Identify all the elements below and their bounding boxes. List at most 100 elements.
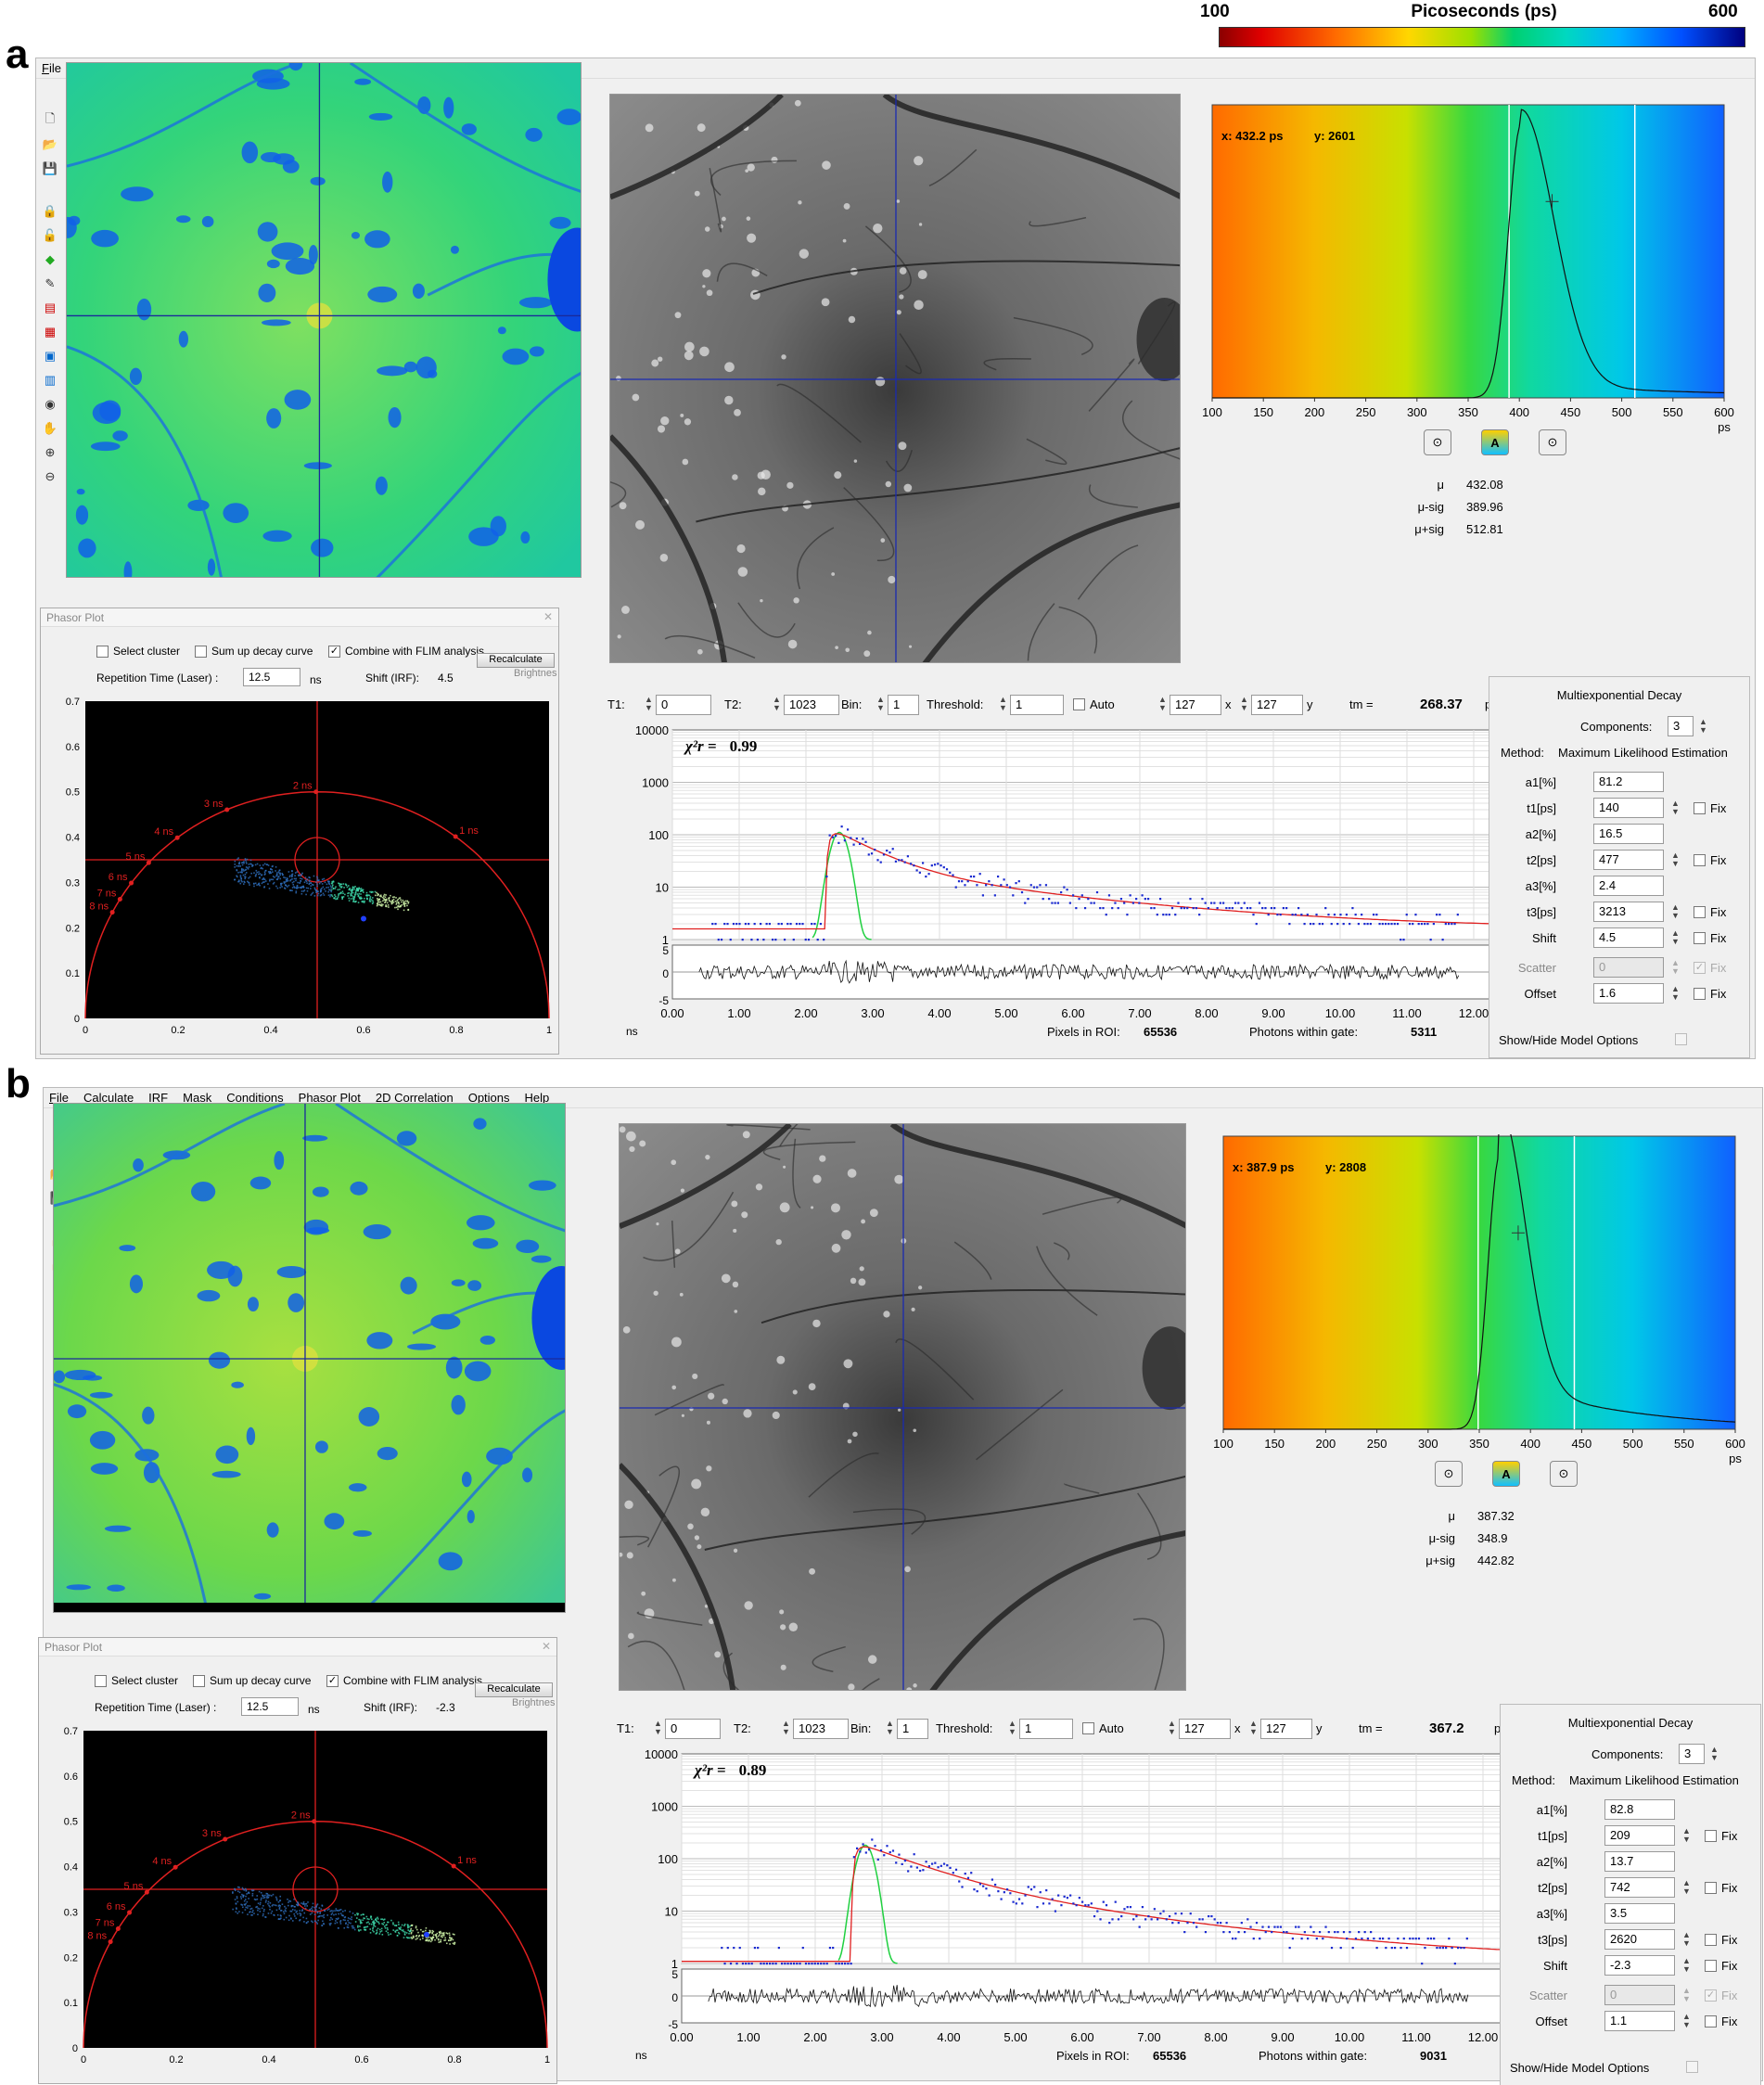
param-a2-input[interactable]: 16.5 bbox=[1593, 824, 1664, 844]
param-spinner[interactable]: ▲ ▼ bbox=[1682, 1878, 1691, 1896]
param-scatter-input[interactable]: 0 bbox=[1593, 957, 1664, 978]
fix-checkbox[interactable] bbox=[1705, 1960, 1717, 1972]
repetition-time-input[interactable]: 12.5 bbox=[243, 668, 300, 686]
param-a3-input[interactable]: 2.4 bbox=[1593, 876, 1664, 896]
param-spinner[interactable]: ▲ ▼ bbox=[1671, 984, 1680, 1002]
lifetime-histogram[interactable]: 100 150 200 250 300 350 400 450 500 550 600 ps x: 38… bbox=[1208, 1104, 1746, 1505]
threshold-input[interactable]: 1 bbox=[1019, 1719, 1073, 1739]
fix-checkbox[interactable] bbox=[1694, 988, 1706, 1000]
sum-decay-curve-checkbox[interactable] bbox=[193, 1675, 205, 1687]
menu-irf[interactable]: IRF bbox=[148, 1091, 169, 1105]
flim-lifetime-map[interactable] bbox=[53, 1103, 566, 1613]
fix-checkbox[interactable] bbox=[1694, 802, 1706, 814]
decay-curve-plot[interactable]: 10000 1000 100 10 1 5 0 -5 0.00 1.00 2.00 3.00 4.00 5… bbox=[607, 723, 1516, 1055]
combine-flim-checkbox[interactable]: ✓ bbox=[326, 1675, 339, 1687]
repetition-time-input[interactable]: 12.5 bbox=[241, 1697, 299, 1716]
pin-icon[interactable]: ✎ bbox=[45, 276, 56, 290]
param-a3-input[interactable]: 3.5 bbox=[1604, 1903, 1675, 1924]
close-icon[interactable]: ✕ bbox=[541, 1640, 551, 1653]
open-folder-icon[interactable]: 📂 bbox=[42, 137, 58, 151]
param-spinner[interactable]: ▲ ▼ bbox=[1671, 928, 1680, 946]
t2-input[interactable]: 1023 bbox=[784, 695, 839, 715]
spinner-arrows[interactable]: ▲ ▼ bbox=[773, 695, 781, 712]
x-coordinate-input[interactable]: 127 bbox=[1179, 1719, 1231, 1739]
spinner-arrows[interactable]: ▲ ▼ bbox=[1168, 1719, 1176, 1736]
param-t1ps-input[interactable]: 209 bbox=[1604, 1825, 1675, 1846]
auto-checkbox[interactable] bbox=[1082, 1722, 1094, 1734]
bin-input[interactable]: 1 bbox=[888, 695, 919, 715]
sum-decay-curve-checkbox[interactable] bbox=[195, 646, 207, 658]
fix-checkbox[interactable] bbox=[1694, 932, 1706, 944]
mask-icon[interactable]: ▦ bbox=[44, 325, 57, 339]
param-t3ps-input[interactable]: 2620 bbox=[1604, 1929, 1675, 1950]
combine-flim-checkbox[interactable]: ✓ bbox=[328, 646, 340, 658]
lock-icon[interactable]: 🔒 bbox=[42, 204, 58, 218]
lifetime-histogram[interactable]: 100 150 200 250 300 350 400 450 500 550 600 ps x: 43… bbox=[1197, 103, 1735, 474]
t1-input[interactable]: 0 bbox=[665, 1719, 721, 1739]
fix-checkbox[interactable] bbox=[1694, 906, 1706, 918]
zoom-reset-button[interactable]: ⊙ bbox=[1435, 1461, 1463, 1487]
phasor-plot[interactable]: 1 ns 2 ns 3 ns 4 ns 5 ns 6 ns 7 ns 8 ns 0.7 0.6 0.… bbox=[41, 694, 560, 1055]
select-roi-icon[interactable]: ▣ bbox=[44, 349, 57, 363]
fix-checkbox[interactable] bbox=[1705, 1830, 1717, 1842]
components-input[interactable]: 3 bbox=[1679, 1744, 1705, 1764]
fundus-image[interactable] bbox=[619, 1123, 1186, 1691]
select-cluster-checkbox[interactable] bbox=[95, 1675, 107, 1687]
phasor-plot[interactable]: 1 ns 2 ns 3 ns 4 ns 5 ns 6 ns 7 ns 8 ns 0.7 0.6 0.… bbox=[39, 1723, 558, 2085]
param-a2-input[interactable]: 13.7 bbox=[1604, 1851, 1675, 1872]
fix-checkbox[interactable] bbox=[1694, 854, 1706, 866]
menu-help[interactable]: Help bbox=[524, 1091, 550, 1105]
spinner-arrows[interactable]: ▲ ▼ bbox=[645, 695, 653, 712]
auto-scale-button[interactable]: A bbox=[1481, 429, 1509, 455]
spinner-arrows[interactable]: ▲ ▼ bbox=[1008, 1719, 1016, 1736]
param-t3ps-input[interactable]: 3213 bbox=[1593, 902, 1664, 922]
zoom-out-icon[interactable]: ⊖ bbox=[45, 469, 56, 483]
spinner-arrows[interactable]: ▲ ▼ bbox=[1249, 1719, 1258, 1736]
menu-options[interactable]: Options bbox=[467, 1091, 510, 1105]
components-input[interactable]: 3 bbox=[1668, 716, 1694, 736]
unlock-icon[interactable]: 🔓 bbox=[42, 228, 58, 242]
param-spinner[interactable]: ▲ ▼ bbox=[1682, 2012, 1691, 2029]
spinner-arrows[interactable]: ▲ ▼ bbox=[876, 695, 885, 712]
fix-checkbox[interactable] bbox=[1705, 1882, 1717, 1894]
show-hide-model-options-checkbox[interactable] bbox=[1675, 1033, 1687, 1045]
method-value[interactable]: Maximum Likelihood Estimation bbox=[1569, 1773, 1739, 1787]
components-spinner[interactable]: ▲ ▼ bbox=[1710, 1745, 1719, 1762]
y-coordinate-input[interactable]: 127 bbox=[1260, 1719, 1312, 1739]
param-spinner[interactable]: ▲ ▼ bbox=[1671, 958, 1680, 976]
zoom-reset-button[interactable]: ⊙ bbox=[1424, 429, 1451, 455]
spinner-arrows[interactable]: ▲ ▼ bbox=[1240, 695, 1248, 712]
spinner-arrows[interactable]: ▲ ▼ bbox=[654, 1719, 662, 1736]
param-t2ps-input[interactable]: 742 bbox=[1604, 1877, 1675, 1898]
menu-mask[interactable]: Mask bbox=[183, 1091, 212, 1105]
menu-calculate[interactable]: Calculate bbox=[83, 1091, 134, 1105]
close-icon[interactable]: ✕ bbox=[543, 610, 553, 623]
param-spinner[interactable]: ▲ ▼ bbox=[1671, 902, 1680, 920]
auto-checkbox[interactable] bbox=[1073, 698, 1085, 710]
param-scatter-input[interactable]: 0 bbox=[1604, 1985, 1675, 2005]
menu-file[interactable]: File bbox=[49, 1091, 69, 1105]
threshold-input[interactable]: 1 bbox=[1010, 695, 1064, 715]
x-coordinate-input[interactable]: 127 bbox=[1170, 695, 1221, 715]
param-t1ps-input[interactable]: 140 bbox=[1593, 798, 1664, 818]
fix-checkbox[interactable]: ✓ bbox=[1694, 962, 1706, 974]
select-cluster-checkbox[interactable] bbox=[96, 646, 109, 658]
param-spinner[interactable]: ▲ ▼ bbox=[1682, 1930, 1691, 1948]
param-offset-input[interactable]: 1.1 bbox=[1604, 2011, 1675, 2031]
param-shift-input[interactable]: -2.3 bbox=[1604, 1955, 1675, 1976]
show-hide-model-options-checkbox[interactable] bbox=[1686, 2061, 1698, 2073]
param-offset-input[interactable]: 1.6 bbox=[1593, 983, 1664, 1004]
fix-checkbox[interactable]: ✓ bbox=[1705, 1989, 1717, 2002]
param-spinner[interactable]: ▲ ▼ bbox=[1682, 1826, 1691, 1844]
t2-input[interactable]: 1023 bbox=[793, 1719, 849, 1739]
menu-conditions[interactable]: Conditions bbox=[226, 1091, 284, 1105]
fix-checkbox[interactable] bbox=[1705, 2015, 1717, 2027]
method-value[interactable]: Maximum Likelihood Estimation bbox=[1558, 746, 1728, 760]
param-spinner[interactable]: ▲ ▼ bbox=[1682, 1986, 1691, 2003]
y-coordinate-input[interactable]: 127 bbox=[1251, 695, 1303, 715]
grid-icon[interactable]: ▥ bbox=[44, 373, 57, 387]
param-shift-input[interactable]: 4.5 bbox=[1593, 927, 1664, 948]
recalculate-button[interactable]: Recalculate bbox=[475, 1682, 553, 1697]
recalculate-button[interactable]: Recalculate bbox=[477, 653, 555, 668]
zoom-in-icon[interactable]: ⊕ bbox=[45, 445, 56, 459]
